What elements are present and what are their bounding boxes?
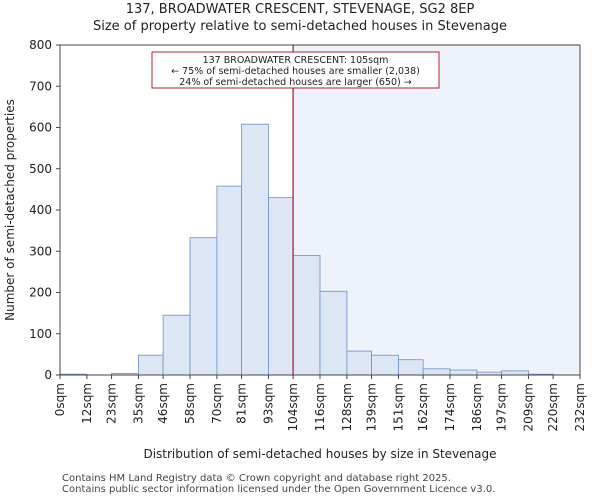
x-tick-label: 128sqm bbox=[340, 383, 354, 431]
x-tick-label: 151sqm bbox=[391, 383, 405, 431]
y-tick-label: 700 bbox=[29, 79, 52, 93]
x-tick-label: 162sqm bbox=[416, 383, 430, 431]
x-tick-label: 232sqm bbox=[573, 383, 587, 431]
y-tick-label: 300 bbox=[29, 244, 52, 258]
x-tick-label: 104sqm bbox=[286, 383, 300, 431]
x-tick-label: 58sqm bbox=[183, 383, 197, 424]
bar-70sqm bbox=[216, 185, 242, 376]
chart-title: 137, BROADWATER CRESCENT, STEVENAGE, SG2… bbox=[125, 2, 475, 17]
x-tick-label: 186sqm bbox=[470, 383, 484, 431]
bar-128sqm bbox=[346, 350, 372, 376]
x-tick-label: 93sqm bbox=[261, 383, 275, 424]
x-tick-label: 174sqm bbox=[443, 383, 457, 431]
bar-93sqm bbox=[268, 197, 294, 376]
bar-162sqm bbox=[422, 368, 451, 376]
footer-licence: Contains public sector information licen… bbox=[62, 484, 496, 495]
bar-116sqm bbox=[319, 290, 348, 376]
x-axis-label: Distribution of semi-detached houses by … bbox=[143, 447, 496, 461]
x-tick-label: 12sqm bbox=[80, 383, 94, 424]
x-tick-label: 0sqm bbox=[53, 383, 67, 416]
bar-174sqm bbox=[449, 369, 478, 376]
annotation-box bbox=[151, 51, 440, 89]
footer-copyright: Contains HM Land Registry data © Crown c… bbox=[62, 473, 451, 484]
y-tick-label: 200 bbox=[29, 286, 52, 300]
annotation-line-2: ← 75% of semi-detached houses are smalle… bbox=[171, 66, 420, 77]
x-tick-label: 46sqm bbox=[156, 383, 170, 424]
x-tick-label: 197sqm bbox=[495, 383, 509, 431]
bar-104sqm bbox=[292, 254, 321, 376]
annotation-line-3: 24% of semi-detached houses are larger (… bbox=[179, 77, 412, 88]
bar-197sqm bbox=[501, 370, 529, 376]
bar-35sqm bbox=[138, 354, 164, 376]
chart-subtitle: Size of property relative to semi-detach… bbox=[92, 19, 508, 34]
x-tick-label: 220sqm bbox=[546, 383, 560, 431]
y-tick-label: 400 bbox=[29, 203, 52, 217]
x-tick-label: 139sqm bbox=[365, 383, 379, 431]
bar-46sqm bbox=[162, 314, 191, 376]
bar-151sqm bbox=[398, 359, 424, 376]
x-tick-label: 23sqm bbox=[105, 383, 119, 424]
y-tick-label: 800 bbox=[29, 38, 52, 52]
x-tick-label: 35sqm bbox=[131, 383, 145, 424]
y-tick-label: 0 bbox=[44, 368, 52, 382]
y-tick-label: 100 bbox=[29, 327, 52, 341]
x-tick-label: 209sqm bbox=[521, 383, 535, 431]
annotation-line-1: 137 BROADWATER CRESCENT: 105sqm bbox=[203, 55, 389, 66]
x-tick-label: 81sqm bbox=[235, 383, 249, 424]
bar-58sqm bbox=[189, 237, 218, 376]
y-tick-label: 500 bbox=[29, 162, 52, 176]
x-tick-label: 116sqm bbox=[313, 383, 327, 431]
y-axis-label: Number of semi-detached properties bbox=[3, 99, 17, 321]
bar-81sqm bbox=[241, 123, 269, 376]
y-tick-label: 600 bbox=[29, 121, 52, 135]
x-tick-label: 70sqm bbox=[210, 383, 224, 424]
bar-139sqm bbox=[371, 354, 399, 376]
